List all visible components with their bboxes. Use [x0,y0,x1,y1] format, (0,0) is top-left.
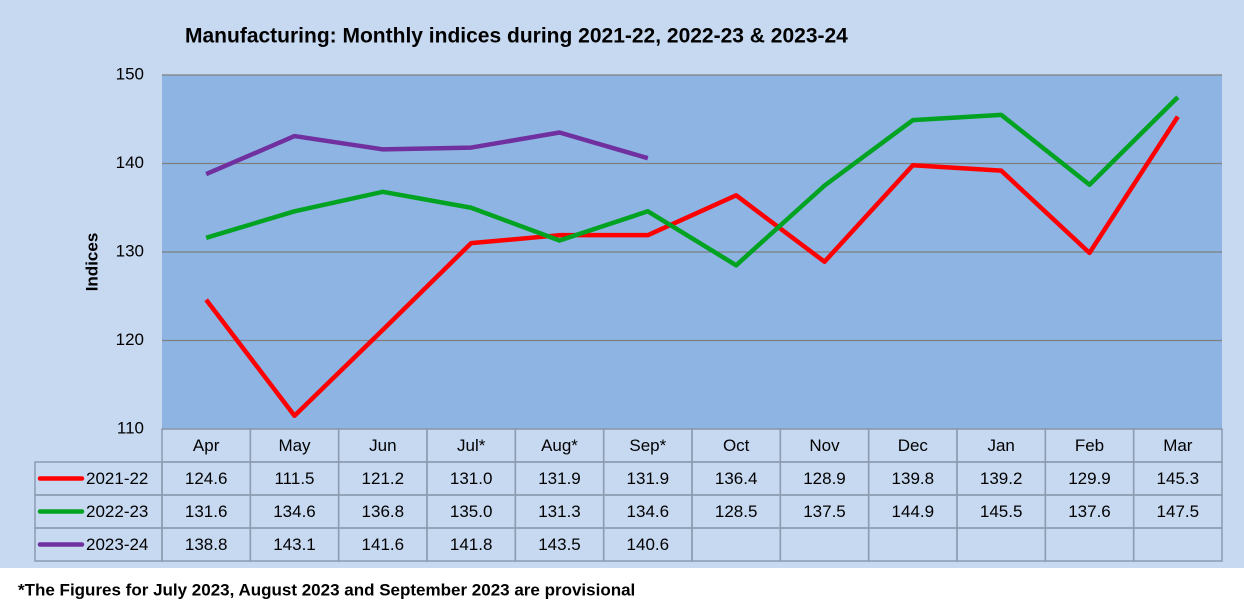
data-table-value: 137.5 [803,502,846,521]
data-table-value: 145.5 [980,502,1023,521]
x-tick-label: Dec [898,436,929,455]
data-table-value: 140.6 [627,535,670,554]
y-tick-label: 140 [116,153,144,172]
x-tick-label: Jul* [457,436,486,455]
legend-label: 2023-24 [86,535,148,554]
legend-label: 2021-22 [86,469,148,488]
x-tick-label: Jun [369,436,396,455]
data-table-value: 136.8 [362,502,405,521]
y-tick-label: 150 [116,64,144,83]
x-tick-label: Feb [1075,436,1104,455]
x-tick-label: Jan [987,436,1014,455]
data-table-value: 143.5 [538,535,581,554]
x-tick-label: Mar [1163,436,1193,455]
footnote: *The Figures for July 2023, August 2023 … [18,580,635,599]
data-table-value: 139.2 [980,469,1023,488]
data-table-value: 136.4 [715,469,758,488]
series-line [205,95,1180,268]
x-tick-label: Oct [723,436,750,455]
x-tick-label: Apr [193,436,220,455]
data-table-value: 144.9 [892,502,935,521]
footer-background [0,568,1244,615]
data-table-value: 124.6 [185,469,228,488]
data-table-value: 141.6 [362,535,405,554]
x-tick-label: Aug* [541,436,578,455]
series-line [205,130,649,177]
data-table-value: 129.9 [1068,469,1111,488]
data-table-value: 143.1 [273,535,316,554]
data-table-value: 131.9 [538,469,581,488]
data-table-value: 134.6 [627,502,670,521]
legend-label: 2022-23 [86,502,148,521]
x-tick-label: Nov [809,436,840,455]
data-table-value: 111.5 [274,469,314,488]
data-table-value: 139.8 [892,469,935,488]
y-tick-label: 120 [116,330,144,349]
x-tick-label: Sep* [629,436,666,455]
data-table-value: 131.3 [538,502,581,521]
data-table-value: 131.6 [185,502,228,521]
x-tick-label: May [278,436,311,455]
data-table-value: 147.5 [1157,502,1200,521]
data-table-value: 128.9 [803,469,846,488]
table-cell [1132,527,1223,562]
chart-title: Manufacturing: Monthly indices during 20… [185,25,848,48]
data-table-value: 131.9 [627,469,670,488]
y-tick-label: 110 [117,418,144,437]
data-table-value: 121.2 [362,469,405,488]
data-table-value: 131.0 [450,469,493,488]
data-table-value: 138.8 [185,535,228,554]
data-table-value: 141.8 [450,535,493,554]
y-tick-label: 130 [116,241,144,260]
data-table-value: 134.6 [273,502,316,521]
data-table-value: 145.3 [1157,469,1200,488]
data-table-value: 135.0 [450,502,493,521]
data-table-value: 128.5 [715,502,758,521]
data-table-value: 137.6 [1068,502,1111,521]
y-axis-label: Indices [82,233,101,292]
series-line [204,115,1180,418]
